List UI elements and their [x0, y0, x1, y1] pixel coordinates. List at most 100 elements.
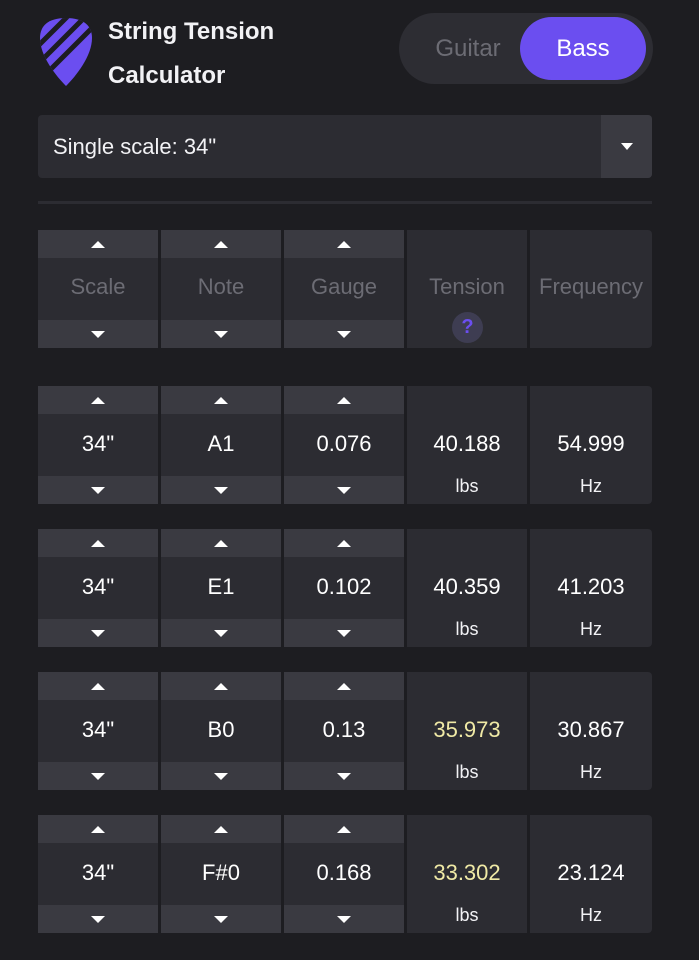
tension-cell: 33.302 lbs — [407, 815, 527, 933]
arrow-up-icon — [214, 240, 228, 248]
gauge-decrease-button[interactable] — [284, 619, 404, 647]
note-cell: E1 — [161, 529, 281, 647]
sort-scale-up-button[interactable] — [38, 230, 158, 258]
scale-cell: 34" — [38, 672, 158, 790]
scale-value: 34" — [81, 717, 115, 742]
scale-increase-button[interactable] — [38, 529, 158, 557]
note-increase-button[interactable] — [161, 386, 281, 414]
sort-scale-down-button[interactable] — [38, 320, 158, 348]
note-value: E1 — [207, 574, 235, 599]
header-frequency-label: Frequency — [539, 274, 643, 299]
gauge-cell: 0.168 — [284, 815, 404, 933]
gauge-decrease-button[interactable] — [284, 905, 404, 933]
frequency-unit: Hz — [580, 476, 602, 496]
note-decrease-button[interactable] — [161, 476, 281, 504]
arrow-up-icon — [91, 539, 105, 547]
tension-cell: 40.188 lbs — [407, 386, 527, 504]
frequency-cell: 54.999 Hz — [530, 386, 652, 504]
header-scale: Scale — [38, 230, 158, 348]
gauge-decrease-button[interactable] — [284, 762, 404, 790]
sort-gauge-down-button[interactable] — [284, 320, 404, 348]
arrow-down-icon — [214, 486, 228, 494]
header-scale-label: Scale — [70, 274, 126, 299]
note-increase-button[interactable] — [161, 529, 281, 557]
gauge-value: 0.076 — [316, 431, 372, 456]
arrow-up-icon — [214, 825, 228, 833]
scale-increase-button[interactable] — [38, 386, 158, 414]
note-decrease-button[interactable] — [161, 619, 281, 647]
header-gauge: Gauge — [284, 230, 404, 348]
gauge-increase-button[interactable] — [284, 529, 404, 557]
arrow-down-icon — [337, 772, 351, 780]
tension-unit: lbs — [455, 762, 479, 782]
note-increase-button[interactable] — [161, 815, 281, 843]
arrow-down-icon — [337, 629, 351, 637]
scale-select-value: Single scale: 34" — [53, 134, 217, 159]
sort-note-down-button[interactable] — [161, 320, 281, 348]
note-increase-button[interactable] — [161, 672, 281, 700]
scale-value: 34" — [81, 431, 115, 456]
scale-decrease-button[interactable] — [38, 619, 158, 647]
arrow-down-icon — [214, 330, 228, 338]
gauge-value: 0.102 — [316, 574, 372, 599]
scale-value: 34" — [81, 574, 115, 599]
sort-note-up-button[interactable] — [161, 230, 281, 258]
app-title-line2: Calculator — [108, 62, 226, 89]
note-value: F#0 — [202, 860, 240, 885]
arrow-down-icon — [91, 915, 105, 923]
frequency-value: 30.867 — [557, 717, 625, 742]
table-header: Scale Note Gauge Tension ? Frequency — [38, 230, 652, 348]
tension-cell: 35.973 lbs — [407, 672, 527, 790]
chevron-down-icon[interactable] — [601, 115, 652, 178]
arrow-up-icon — [214, 682, 228, 690]
arrow-down-icon — [214, 629, 228, 637]
scale-select[interactable]: Single scale: 34" — [38, 115, 652, 178]
table-row: 34" B0 0.13 35.973 lbs 30.867 Hz — [38, 672, 652, 790]
arrow-down-icon — [214, 915, 228, 923]
gauge-cell: 0.076 — [284, 386, 404, 504]
frequency-value: 23.124 — [557, 860, 625, 885]
arrow-up-icon — [91, 240, 105, 248]
header-tension: Tension ? — [407, 230, 527, 348]
note-cell: A1 — [161, 386, 281, 504]
guitar-option[interactable]: Guitar — [435, 34, 501, 62]
note-decrease-button[interactable] — [161, 905, 281, 933]
arrow-up-icon — [91, 825, 105, 833]
scale-decrease-button[interactable] — [38, 905, 158, 933]
app-title-line1: String Tension — [108, 18, 275, 45]
gauge-increase-button[interactable] — [284, 815, 404, 843]
gauge-increase-button[interactable] — [284, 672, 404, 700]
arrow-down-icon — [337, 915, 351, 923]
arrow-down-icon — [91, 486, 105, 494]
scale-increase-button[interactable] — [38, 672, 158, 700]
scale-decrease-button[interactable] — [38, 476, 158, 504]
divider — [38, 201, 652, 204]
header-frequency: Frequency — [530, 230, 652, 348]
gauge-cell: 0.13 — [284, 672, 404, 790]
table-row: 34" F#0 0.168 33.302 lbs 23.124 Hz — [38, 815, 652, 933]
tension-cell: 40.359 lbs — [407, 529, 527, 647]
gauge-decrease-button[interactable] — [284, 476, 404, 504]
tension-value: 33.302 — [433, 860, 501, 885]
arrow-up-icon — [337, 825, 351, 833]
frequency-value: 41.203 — [557, 574, 625, 599]
scale-decrease-button[interactable] — [38, 762, 158, 790]
bass-option[interactable]: Bass — [520, 17, 646, 80]
arrow-up-icon — [337, 240, 351, 248]
tension-value: 40.359 — [433, 574, 501, 599]
tension-unit: lbs — [455, 905, 479, 925]
arrow-up-icon — [214, 539, 228, 547]
gauge-value: 0.13 — [322, 717, 366, 742]
gauge-increase-button[interactable] — [284, 386, 404, 414]
arrow-down-icon — [91, 629, 105, 637]
note-decrease-button[interactable] — [161, 762, 281, 790]
header-note-label: Note — [197, 274, 245, 299]
header-note: Note — [161, 230, 281, 348]
sort-gauge-up-button[interactable] — [284, 230, 404, 258]
help-icon[interactable]: ? — [452, 312, 483, 343]
frequency-unit: Hz — [580, 762, 602, 782]
arrow-up-icon — [337, 682, 351, 690]
table-row: 34" A1 0.076 40.188 lbs 54.999 Hz — [38, 386, 652, 504]
tension-value: 35.973 — [433, 717, 501, 742]
scale-increase-button[interactable] — [38, 815, 158, 843]
